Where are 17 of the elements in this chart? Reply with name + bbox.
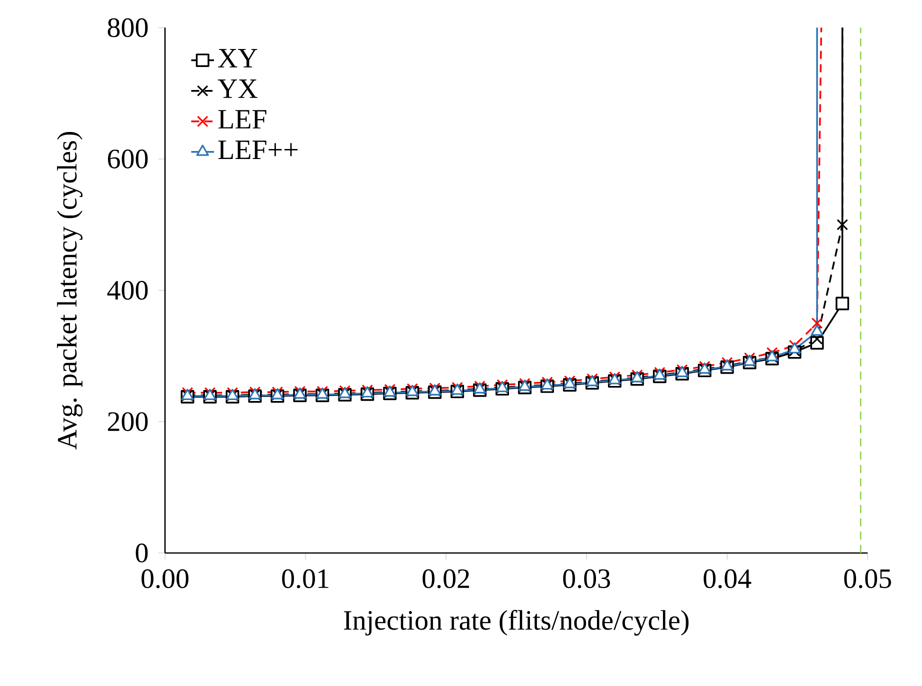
legend-label: LEF (218, 110, 266, 128)
x-tick-label: 0.03 (563, 569, 610, 588)
y-tick-label: 800 (108, 18, 148, 38)
x-tick-label: 0.02 (422, 569, 470, 588)
y-tick-label: 600 (108, 150, 148, 168)
y-tick-label: 200 (108, 412, 148, 432)
legend-label: XY (218, 49, 258, 68)
y-tick-label: 400 (107, 280, 148, 300)
legend-label: LEF++ (218, 140, 298, 159)
x-tick-label: 0.00 (142, 569, 188, 588)
y-axis-title: Avg. packet latency (cycles) (57, 132, 82, 450)
y-tick-label: 0 (136, 544, 148, 562)
x-tick-label: 0.05 (844, 569, 892, 588)
x-axis-title: Injection rate (flits/node/cycle) (344, 610, 689, 636)
legend-label: YX (218, 80, 258, 98)
x-tick-label: 0.01 (282, 569, 328, 588)
x-tick-label: 0.04 (704, 569, 752, 588)
